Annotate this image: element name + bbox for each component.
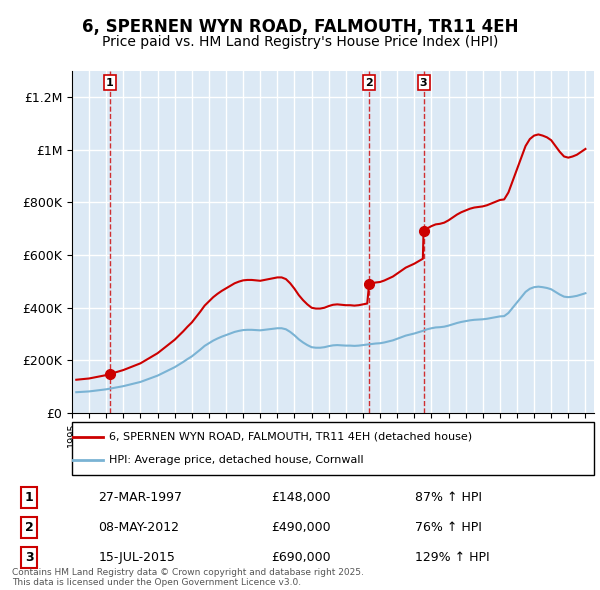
Text: 2: 2 bbox=[25, 521, 34, 534]
Text: £490,000: £490,000 bbox=[271, 521, 331, 534]
Text: 3: 3 bbox=[25, 551, 34, 564]
Text: 6, SPERNEN WYN ROAD, FALMOUTH, TR11 4EH (detached house): 6, SPERNEN WYN ROAD, FALMOUTH, TR11 4EH … bbox=[109, 432, 472, 442]
Text: 129% ↑ HPI: 129% ↑ HPI bbox=[415, 551, 490, 564]
Text: 87% ↑ HPI: 87% ↑ HPI bbox=[415, 491, 482, 504]
Text: 76% ↑ HPI: 76% ↑ HPI bbox=[415, 521, 482, 534]
Text: Price paid vs. HM Land Registry's House Price Index (HPI): Price paid vs. HM Land Registry's House … bbox=[102, 35, 498, 50]
Text: £148,000: £148,000 bbox=[271, 491, 331, 504]
Text: Contains HM Land Registry data © Crown copyright and database right 2025.
This d: Contains HM Land Registry data © Crown c… bbox=[12, 568, 364, 587]
Text: 08-MAY-2012: 08-MAY-2012 bbox=[98, 521, 179, 534]
Text: 27-MAR-1997: 27-MAR-1997 bbox=[98, 491, 182, 504]
Text: 15-JUL-2015: 15-JUL-2015 bbox=[98, 551, 175, 564]
Text: 1: 1 bbox=[106, 78, 113, 88]
Text: 6, SPERNEN WYN ROAD, FALMOUTH, TR11 4EH: 6, SPERNEN WYN ROAD, FALMOUTH, TR11 4EH bbox=[82, 18, 518, 36]
Text: HPI: Average price, detached house, Cornwall: HPI: Average price, detached house, Corn… bbox=[109, 455, 363, 465]
Text: £690,000: £690,000 bbox=[271, 551, 331, 564]
Text: 2: 2 bbox=[365, 78, 373, 88]
Text: 1: 1 bbox=[25, 491, 34, 504]
Text: 3: 3 bbox=[420, 78, 427, 88]
FancyBboxPatch shape bbox=[72, 422, 594, 475]
